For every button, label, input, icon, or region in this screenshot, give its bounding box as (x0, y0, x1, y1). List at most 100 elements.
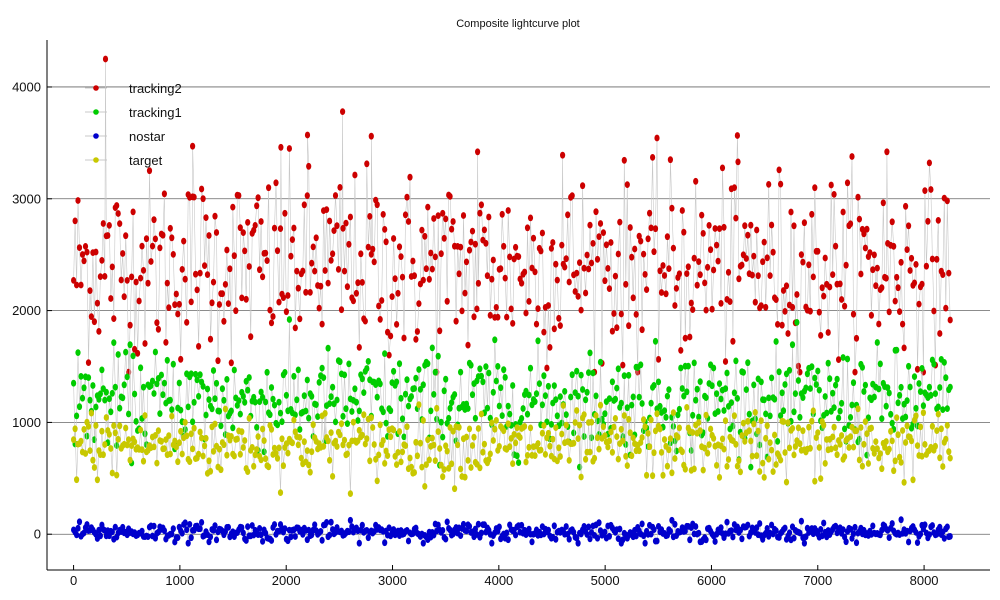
data-point (368, 250, 374, 258)
data-point (428, 407, 434, 415)
data-point (450, 218, 456, 225)
data-point (596, 233, 602, 241)
data-point (929, 255, 936, 263)
data-point (907, 267, 913, 274)
data-point (303, 288, 309, 296)
data-point (904, 397, 910, 404)
data-point (633, 311, 639, 318)
data-point (755, 427, 761, 435)
data-point (340, 412, 346, 420)
data-point (739, 261, 745, 269)
data-point (285, 292, 291, 299)
data-point (480, 378, 486, 386)
data-point (828, 445, 834, 453)
data-point (907, 383, 913, 391)
data-point (347, 516, 353, 524)
data-point (460, 520, 467, 528)
data-point (193, 270, 199, 278)
data-point (786, 444, 793, 452)
data-point (714, 241, 720, 249)
data-point (645, 430, 651, 437)
data-point (627, 224, 633, 231)
data-point (648, 399, 654, 407)
data-point (652, 337, 659, 345)
data-point (114, 442, 120, 449)
data-point (99, 427, 105, 435)
data-point (722, 385, 729, 392)
data-point (216, 301, 222, 308)
data-point (837, 280, 843, 288)
data-point (804, 370, 811, 378)
data-point (669, 204, 675, 212)
data-point (193, 370, 199, 378)
data-point (197, 371, 203, 379)
data-point (780, 418, 787, 425)
data-point (754, 452, 760, 460)
data-point (806, 261, 812, 269)
data-point (337, 184, 343, 191)
data-point (888, 427, 894, 435)
data-point (411, 385, 417, 392)
legend-label: nostar (129, 129, 166, 144)
data-point (398, 253, 404, 260)
data-point (727, 298, 733, 305)
data-point (484, 404, 490, 412)
data-point (140, 383, 147, 391)
data-point (239, 294, 245, 302)
data-point (533, 320, 540, 328)
data-point (780, 287, 787, 294)
data-point (246, 263, 252, 270)
data-point (605, 443, 611, 451)
data-point (797, 529, 803, 537)
data-point (245, 386, 251, 394)
data-point (891, 467, 897, 475)
data-point (380, 211, 386, 218)
data-point (185, 539, 191, 547)
data-point (566, 278, 572, 286)
data-point (760, 258, 766, 266)
data-point (139, 527, 145, 535)
data-point (929, 422, 936, 430)
data-point (130, 208, 136, 216)
data-point (157, 410, 163, 417)
data-point (775, 438, 781, 445)
data-point (709, 305, 715, 313)
data-point (312, 267, 318, 275)
data-point (830, 433, 836, 441)
data-point (496, 402, 502, 410)
data-point (499, 210, 505, 218)
data-point (97, 390, 103, 398)
data-point (313, 401, 319, 408)
data-point (943, 374, 949, 382)
series-tracking2 (71, 55, 953, 376)
data-point (651, 449, 657, 457)
data-point (292, 324, 298, 332)
data-point (142, 430, 148, 438)
data-point (586, 523, 592, 531)
data-point (621, 156, 627, 164)
data-point (722, 417, 729, 425)
data-point (639, 400, 645, 407)
data-point (935, 403, 941, 411)
data-point (627, 429, 633, 437)
data-point (288, 252, 294, 260)
data-point (821, 519, 827, 527)
data-point (380, 437, 386, 444)
data-point (109, 528, 115, 536)
data-point (843, 538, 849, 546)
data-point (160, 391, 166, 399)
data-point (478, 410, 484, 418)
data-point (754, 226, 760, 234)
data-point (578, 371, 584, 379)
data-point (338, 306, 345, 314)
data-point (154, 459, 160, 467)
data-point (78, 373, 84, 380)
data-point (291, 224, 297, 232)
data-point (175, 310, 181, 318)
data-point (182, 419, 188, 426)
data-point (505, 207, 511, 214)
data-point (532, 268, 538, 276)
data-point (257, 266, 263, 274)
data-point (602, 410, 608, 418)
